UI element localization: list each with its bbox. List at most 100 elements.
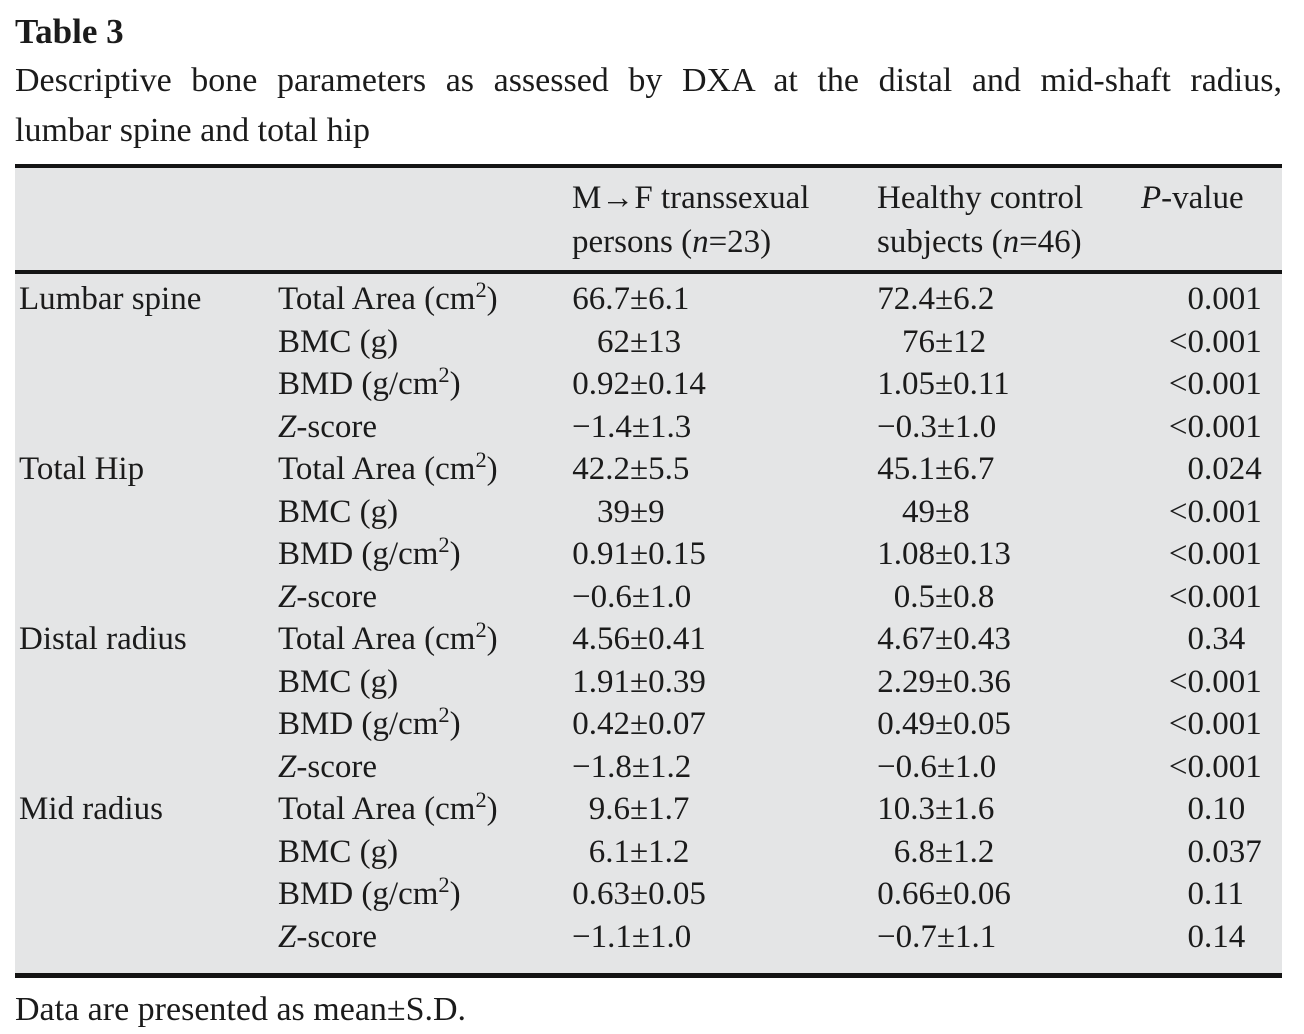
mtf-value-cell: 62±13 <box>572 321 877 364</box>
parameter-cell: BMC (g) <box>278 493 399 530</box>
mean-value: 4.67 <box>877 621 935 657</box>
mean-value: 0.63 <box>572 876 630 912</box>
mtf-value-cell: 66.7±6.1 <box>572 272 877 321</box>
p-value-cell: <0.001 <box>1141 576 1282 619</box>
table-footnote: Data are presented as mean±S.D. <box>15 991 467 1028</box>
header-row: M→F transsexual persons (n=23) Healthy c… <box>15 166 1282 274</box>
mean-value: −0.7 <box>877 918 937 955</box>
p-value-cell: 0.024 <box>1141 448 1282 491</box>
n-variable: n <box>1002 224 1020 260</box>
p-value-integer-part: <0 <box>1168 748 1204 785</box>
p-value-integer-part: 0 <box>1187 451 1205 487</box>
control-value-cell: −0.6±1.0 <box>877 746 1141 789</box>
header-region-empty <box>15 166 278 274</box>
region-cell <box>15 703 278 746</box>
parameter-cell: Total Area (cm2) <box>278 447 498 487</box>
mean-value: 1.08 <box>877 536 935 572</box>
mtf-value-cell: 6.1±1.2 <box>572 831 877 874</box>
p-value-cell: 0.001 <box>1141 272 1282 321</box>
table-row: BMC (g) 62±13 76±12 <0.001 <box>15 321 1282 364</box>
mean-value: 2.29 <box>877 663 935 700</box>
mean-value: 49 <box>902 493 935 530</box>
mean-value: −0.3 <box>877 408 937 445</box>
table-title: Table 3 <box>15 12 124 51</box>
mean-value: 39 <box>597 493 630 530</box>
mean-value: 0.42 <box>572 706 630 742</box>
mean-value: 66.7 <box>572 281 630 317</box>
mean-value: 76 <box>902 323 935 360</box>
region-cell <box>15 406 278 449</box>
table-row: Z-score −0.6±1.0 0.5±0.8 <0.001 <box>15 576 1282 619</box>
control-value-cell: 0.66±0.06 <box>877 873 1141 916</box>
mean-value: 45.1 <box>877 451 935 487</box>
p-value-cell: <0.001 <box>1141 406 1282 449</box>
caption-line-1: Descriptive bone parameters as assessed … <box>15 62 1282 99</box>
p-value-cell: <0.001 <box>1141 661 1282 704</box>
mtf-value-cell: −1.8±1.2 <box>572 746 877 789</box>
p-value-cell: <0.001 <box>1141 533 1282 576</box>
mean-value: −0.6 <box>877 748 937 785</box>
table-row: Mid radius Total Area (cm2) 9.6±1.7 10.3±1.… <box>15 788 1282 831</box>
parameter-cell: Z-score <box>278 748 377 785</box>
control-value-cell: 72.4±6.2 <box>877 272 1141 321</box>
mean-value: 1.05 <box>877 366 935 402</box>
table-row: BMC (g) 1.91±0.39 2.29±0.36 <0.001 <box>15 661 1282 704</box>
table-row: Lumbar spine Total Area (cm2) 66.7±6.1 72.4… <box>15 272 1282 321</box>
table-row: BMC (g) 39±9 49±8 <0.001 <box>15 491 1282 534</box>
region-cell <box>15 661 278 704</box>
control-value-cell: 45.1±6.7 <box>877 448 1141 491</box>
p-value-integer-part: 0 <box>1187 281 1205 317</box>
parameter-cell: Total Area (cm2) <box>278 277 498 317</box>
header-control-group: Healthy control subjects (n=46) <box>877 166 1141 274</box>
header-mtf-line2: persons (n=23) <box>572 220 877 264</box>
mean-value: −1.4 <box>572 408 632 445</box>
table-row: BMC (g) 6.1±1.2 6.8±1.2 0.037 <box>15 831 1282 874</box>
parameter-cell: Z-score <box>278 918 377 955</box>
parameter-cell: BMD (g/cm2) <box>278 702 461 742</box>
region-cell <box>15 533 278 576</box>
header-text-fragment: subjects ( <box>877 224 1003 260</box>
control-value-cell: 1.05±0.11 <box>877 363 1141 406</box>
mean-value: 10.3 <box>877 791 935 827</box>
mean-value: 0.91 <box>572 536 630 572</box>
region-cell <box>15 321 278 364</box>
mean-value: 0.5 <box>893 578 935 615</box>
p-value-cell: 0.037 <box>1141 831 1282 874</box>
parameter-cell: Z-score <box>278 408 377 445</box>
mtf-value-cell: 39±9 <box>572 491 877 534</box>
region-cell <box>15 916 278 976</box>
region-cell: Lumbar spine <box>19 281 202 317</box>
region-cell <box>15 746 278 789</box>
table-row: BMD (g/cm2) 0.63±0.05 0.66±0.06 0.11 <box>15 873 1282 916</box>
control-value-cell: 1.08±0.13 <box>877 533 1141 576</box>
parameter-cell: BMD (g/cm2) <box>278 872 461 912</box>
parameter-cell: BMC (g) <box>278 323 399 360</box>
header-mtf-line1: M→F transsexual <box>572 180 810 216</box>
p-value-integer-part: 0 <box>1187 791 1205 827</box>
p-value-cell: <0.001 <box>1141 746 1282 789</box>
mtf-value-cell: 0.91±0.15 <box>572 533 877 576</box>
header-text-fragment: -value <box>1161 180 1244 216</box>
parameter-cell: BMC (g) <box>278 663 399 700</box>
region-cell <box>15 576 278 619</box>
region-cell <box>15 491 278 534</box>
mtf-value-cell: 1.91±0.39 <box>572 661 877 704</box>
parameter-cell: Z-score <box>278 578 377 615</box>
mean-value: 4.56 <box>572 621 630 657</box>
table-header: M→F transsexual persons (n=23) Healthy c… <box>15 166 1282 274</box>
header-parameter-empty <box>278 166 572 274</box>
p-value-integer-part: 0 <box>1187 918 1205 955</box>
n-variable: n <box>692 224 709 260</box>
mean-value: 0.66 <box>877 876 935 912</box>
mean-value: 9.6 <box>588 791 630 827</box>
control-value-cell: −0.3±1.0 <box>877 406 1141 449</box>
table-row: Z-score −1.4±1.3 −0.3±1.0 <0.001 <box>15 406 1282 449</box>
region-cell: Mid radius <box>19 791 163 827</box>
p-value-cell: <0.001 <box>1141 703 1282 746</box>
control-value-cell: 0.5±0.8 <box>877 576 1141 619</box>
control-value-cell: 0.49±0.05 <box>877 703 1141 746</box>
header-text-fragment: =23) <box>708 224 772 260</box>
mtf-value-cell: 0.92±0.14 <box>572 363 877 406</box>
p-value-integer-part: 0 <box>1187 876 1205 912</box>
header-text-fragment: =46) <box>1019 224 1082 260</box>
